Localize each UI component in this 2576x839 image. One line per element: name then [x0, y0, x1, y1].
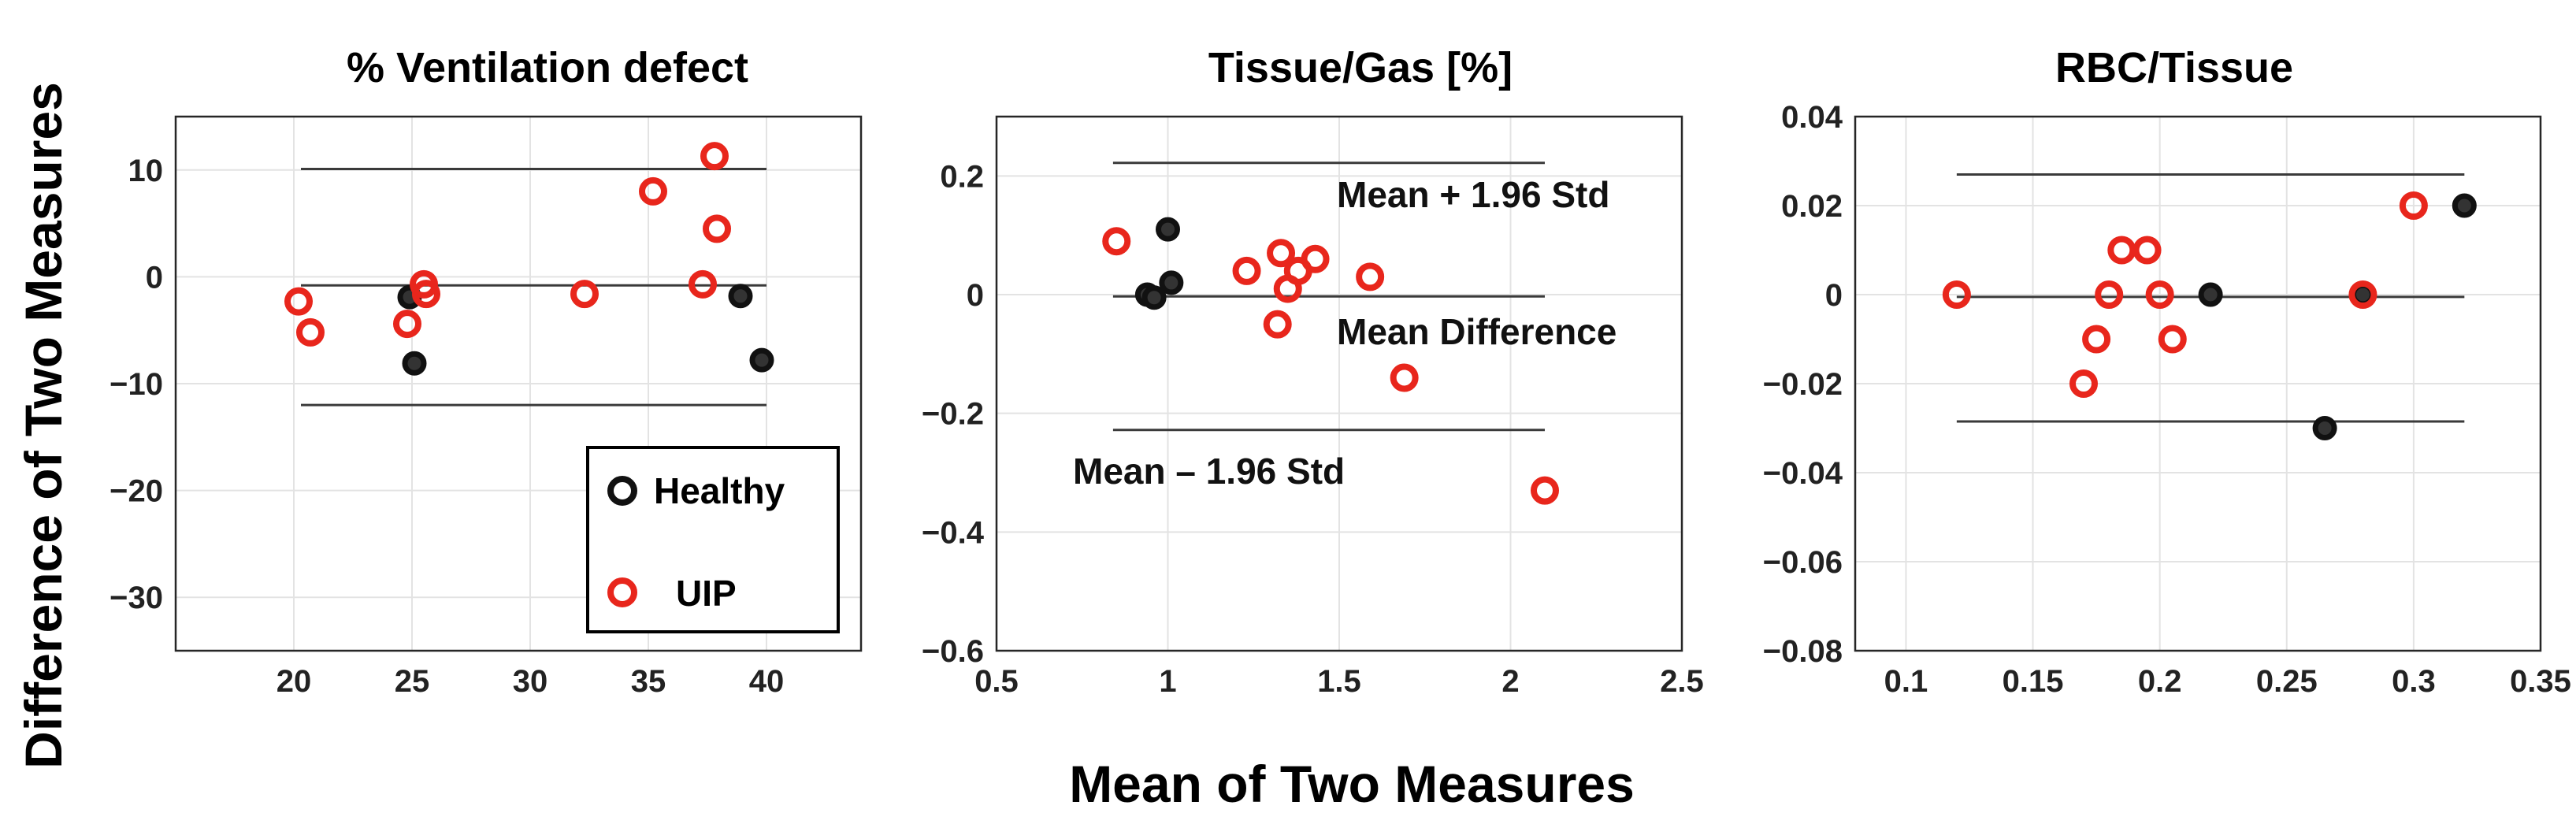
healthy-point [1156, 217, 1180, 242]
annotation-lower: Mean – 1.96 Std [1073, 451, 1345, 492]
y-tick-label: −0.4 [922, 515, 985, 550]
x-tick-label: 0.3 [2392, 664, 2436, 699]
x-tick-label: 0.2 [2138, 664, 2182, 699]
healthy-point [2452, 193, 2477, 218]
x-tick-label: 2 [1501, 664, 1519, 699]
y-tick-label: 0.02 [1781, 189, 1843, 224]
uip-point [393, 310, 421, 339]
uip-point [1531, 476, 1559, 505]
panel-rbc-tissue: RBC/Tissue 0.1 0.15 0.2 0.25 0.3 0.35 −0.08 −0.… [1763, 44, 2571, 699]
x-tick-label: 0.5 [974, 664, 1019, 699]
y-tick-label: −0.04 [1763, 456, 1843, 491]
healthy-point [1141, 285, 1167, 310]
uip-point [700, 142, 729, 171]
uip-point [639, 176, 667, 206]
uip-point [570, 280, 599, 309]
uip-point [1267, 239, 1296, 268]
healthy-point [402, 351, 427, 376]
plot-frame [995, 115, 1683, 652]
y-tick-label: −0.02 [1763, 367, 1843, 402]
plot-frame [1854, 115, 2542, 652]
y-tick-label: 0.04 [1781, 100, 1843, 135]
annotation-mean: Mean Difference [1337, 311, 1616, 352]
uip-point [2082, 325, 2111, 354]
uip-point [1102, 227, 1131, 256]
healthy-point [749, 347, 774, 373]
plot-frame [174, 115, 863, 652]
y-tick-label: 10 [128, 154, 164, 188]
panel-title: Tissue/Gas [%] [1208, 44, 1513, 91]
x-tick-label: 20 [277, 664, 312, 699]
legend-uip-label: UIP [676, 573, 737, 614]
x-tick-label: 2.5 [1660, 664, 1704, 699]
x-tick-label: 25 [395, 664, 430, 699]
uip-point [296, 317, 325, 347]
y-tick-label: −10 [109, 367, 163, 402]
y-tick-label: −20 [109, 474, 163, 509]
x-tick-label: 30 [513, 664, 548, 699]
healthy-point [2198, 282, 2223, 307]
panel-ventilation-defect: % Ventilation defect 20 25 30 35 40 −30 −20 −10… [109, 44, 863, 699]
x-tick-label: 0.35 [2510, 664, 2571, 699]
legend-healthy-label: Healthy [654, 470, 785, 511]
healthy-point [1159, 270, 1184, 295]
y-tick-label: 0 [146, 260, 163, 295]
y-tick-label: −0.06 [1763, 545, 1843, 580]
y-tick-label: 0 [1825, 278, 1843, 313]
legend-uip-marker [607, 577, 637, 607]
uip-point [2348, 280, 2377, 309]
uip-point [1356, 262, 1385, 291]
uip-point [1263, 310, 1292, 339]
x-tick-label: 40 [749, 664, 785, 699]
uip-point [689, 269, 717, 299]
y-tick-label: −30 [109, 581, 163, 615]
uip-point [1301, 244, 1330, 273]
x-tick-label: 1.5 [1317, 664, 1361, 699]
healthy-point [728, 284, 753, 309]
healthy-point [2312, 416, 2337, 440]
x-tick-label: 0.15 [2003, 664, 2064, 699]
figure-ylabel: Difference of Two Measures [14, 82, 72, 769]
y-tick-label: 0.2 [940, 159, 984, 194]
uip-point [412, 280, 440, 309]
uip-point [1390, 363, 1419, 392]
annotation-upper: Mean + 1.96 Std [1337, 174, 1609, 215]
legend-healthy-marker [607, 476, 637, 506]
uip-point [2158, 325, 2187, 354]
uip-point [284, 287, 313, 316]
x-tick-label: 35 [631, 664, 666, 699]
x-tick-label: 0.1 [1884, 664, 1928, 699]
uip-point [2132, 236, 2162, 265]
y-tick-label: −0.08 [1763, 634, 1843, 669]
uip-point [2145, 280, 2174, 309]
uip-point [1942, 280, 1971, 309]
legend: Healthy UIP [586, 446, 840, 633]
y-tick-label: 0 [967, 278, 984, 313]
uip-point [1232, 256, 1261, 285]
uip-point [703, 214, 731, 243]
panel-title: RBC/Tissue [2055, 44, 2293, 91]
uip-point [2095, 280, 2124, 309]
panel-tissue-gas: Tissue/Gas [%] 0.5 1 1.5 2 2.5 −0.6 −0.4 −0.2 0 0… [922, 44, 1704, 699]
x-tick-label: 0.25 [2256, 664, 2318, 699]
panel-title: % Ventilation defect [347, 44, 748, 91]
y-tick-label: −0.6 [922, 634, 984, 669]
uip-point [2107, 236, 2136, 265]
uip-point [2399, 191, 2428, 220]
y-tick-label: −0.2 [922, 397, 984, 432]
uip-point [2069, 369, 2098, 398]
figure-xlabel: Mean of Two Measures [1069, 755, 1635, 813]
x-tick-label: 1 [1159, 664, 1176, 699]
